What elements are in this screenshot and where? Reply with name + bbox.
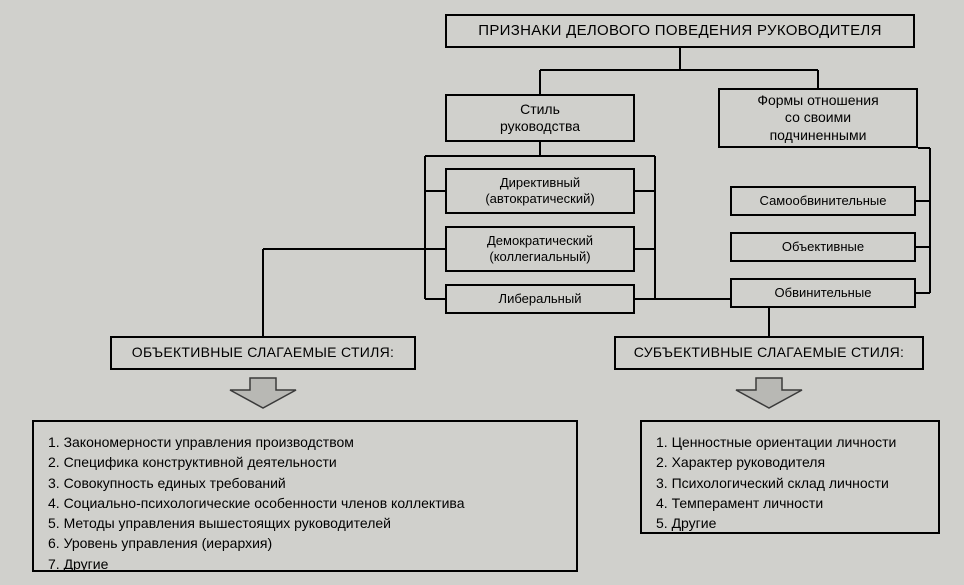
node-style-liberal: Либеральный <box>445 284 635 314</box>
subjective-list: 1. Ценностные ориентации личности2. Хара… <box>640 420 940 534</box>
list-item: 2. Характер руководителя <box>656 452 924 472</box>
node-style-line2: руководства <box>500 118 580 136</box>
list-item: 2. Специфика конструктивной деятельности <box>48 452 562 472</box>
list-item: 5. Другие <box>656 513 924 533</box>
list-item: 5. Методы управления вышестоящих руковод… <box>48 513 562 533</box>
forms-b-label: Объективные <box>782 239 864 255</box>
node-forms-line3: подчиненными <box>757 127 878 145</box>
style-b-line2: (коллегиальный) <box>487 249 593 265</box>
objective-header: ОБЪЕКТИВНЫЕ СЛАГАЕМЫЕ СТИЛЯ: <box>110 336 416 370</box>
node-forms: Формы отношения со своими подчиненными <box>718 88 918 148</box>
node-style-directive: Директивный (автократический) <box>445 168 635 214</box>
style-b-line1: Демократический <box>487 233 593 249</box>
list-item: 3. Психологический склад личности <box>656 473 924 493</box>
list-item: 1. Закономерности управления производств… <box>48 432 562 452</box>
subjective-header: СУБЪЕКТИВНЫЕ СЛАГАЕМЫЕ СТИЛЯ: <box>614 336 924 370</box>
down-arrow-icon <box>734 376 804 410</box>
style-c-label: Либеральный <box>499 291 582 307</box>
style-a-line1: Директивный <box>485 175 594 191</box>
list-item: 4. Социально-психологические особенности… <box>48 493 562 513</box>
node-style: Стиль руководства <box>445 94 635 142</box>
list-item: 7. Другие <box>48 554 562 574</box>
style-a-line2: (автократический) <box>485 191 594 207</box>
node-forms-selfblame: Самообвинительные <box>730 186 916 216</box>
node-style-democratic: Демократический (коллегиальный) <box>445 226 635 272</box>
node-forms-objective: Объективные <box>730 232 916 262</box>
node-style-line1: Стиль <box>500 101 580 119</box>
root-node: ПРИЗНАКИ ДЕЛОВОГО ПОВЕДЕНИЯ РУКОВОДИТЕЛЯ <box>445 14 915 48</box>
node-forms-line2: со своими <box>757 109 878 127</box>
objective-list: 1. Закономерности управления производств… <box>32 420 578 572</box>
forms-a-label: Самообвинительные <box>760 193 887 209</box>
down-arrow-icon <box>228 376 298 410</box>
node-forms-blame: Обвинительные <box>730 278 916 308</box>
list-item: 6. Уровень управления (иерархия) <box>48 533 562 553</box>
list-item: 1. Ценностные ориентации личности <box>656 432 924 452</box>
objective-header-label: ОБЪЕКТИВНЫЕ СЛАГАЕМЫЕ СТИЛЯ: <box>132 344 395 362</box>
forms-c-label: Обвинительные <box>775 285 872 301</box>
root-label: ПРИЗНАКИ ДЕЛОВОГО ПОВЕДЕНИЯ РУКОВОДИТЕЛЯ <box>478 22 881 41</box>
subjective-header-label: СУБЪЕКТИВНЫЕ СЛАГАЕМЫЕ СТИЛЯ: <box>634 344 904 362</box>
list-item: 4. Темперамент личности <box>656 493 924 513</box>
node-forms-line1: Формы отношения <box>757 92 878 110</box>
list-item: 3. Совокупность единых требований <box>48 473 562 493</box>
